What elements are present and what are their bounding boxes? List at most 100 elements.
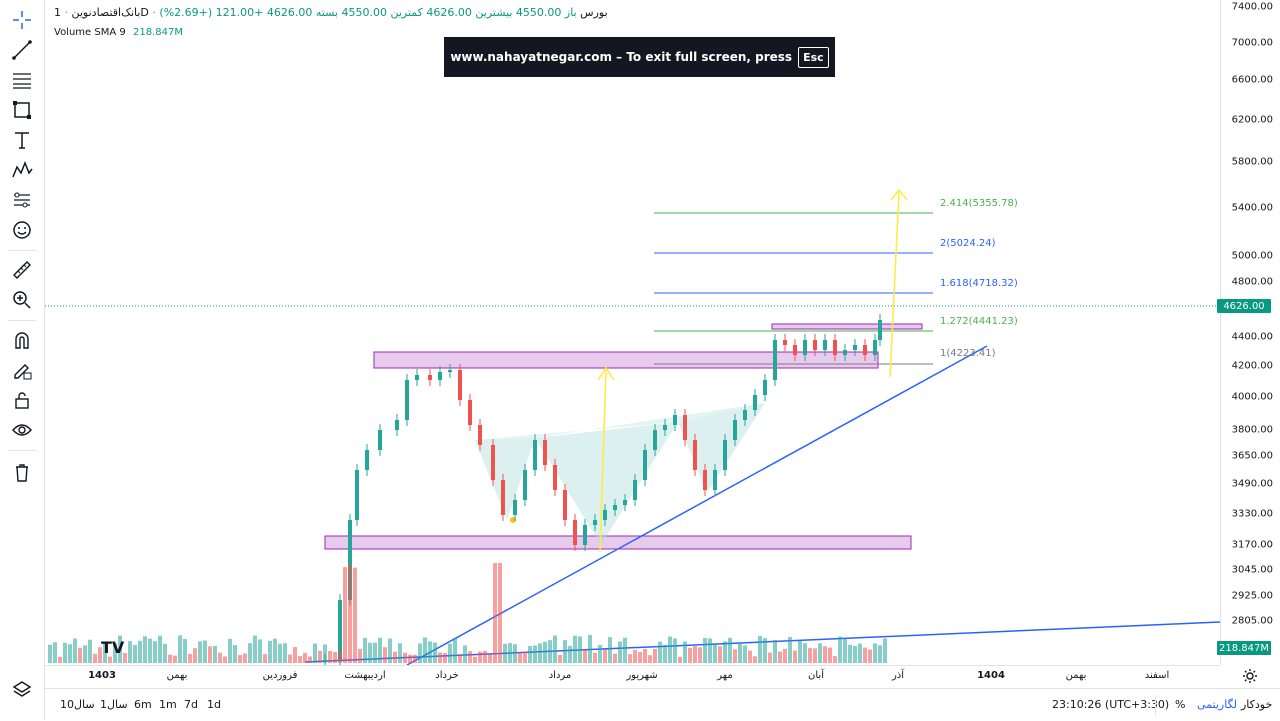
clock-timezone[interactable]: 23:10:26 (UTC+3:30) bbox=[1052, 698, 1170, 711]
volume-bar bbox=[273, 638, 277, 663]
chart-pane[interactable]: TV bbox=[45, 0, 1220, 665]
volume-bar bbox=[763, 638, 767, 663]
candle-body bbox=[573, 520, 577, 545]
volume-bar bbox=[183, 638, 187, 663]
zoom-in-icon[interactable] bbox=[8, 286, 36, 314]
volume-bar bbox=[283, 643, 287, 663]
ruler-icon[interactable] bbox=[8, 256, 36, 284]
range-1y-button[interactable]: 1سال bbox=[100, 698, 128, 711]
volume-bar bbox=[448, 643, 452, 663]
volume-bar bbox=[553, 635, 557, 663]
price-tick: 2925.00 bbox=[1231, 590, 1273, 602]
candle-body bbox=[633, 480, 637, 500]
pattern-head bbox=[535, 422, 678, 545]
symbol-name[interactable]: بانک‌اقتصادنوین bbox=[71, 6, 141, 19]
pattern-tool-icon[interactable] bbox=[8, 156, 36, 184]
volume-bar bbox=[243, 653, 247, 663]
volume-legend[interactable]: Volume SMA 9 218.847M bbox=[54, 27, 183, 38]
volume-bar bbox=[523, 651, 527, 663]
volume-bar bbox=[598, 644, 602, 663]
volume-bar bbox=[323, 644, 327, 663]
range-7d-button[interactable]: 7d bbox=[184, 698, 198, 711]
layers-icon[interactable] bbox=[8, 676, 36, 704]
text-tool-icon[interactable] bbox=[8, 126, 36, 154]
magnet-icon[interactable] bbox=[8, 326, 36, 354]
time-tick: اسفند bbox=[1144, 670, 1170, 681]
candle-body bbox=[448, 370, 452, 372]
volume-bar bbox=[163, 643, 167, 663]
lock-icon[interactable] bbox=[8, 386, 36, 414]
candle-body bbox=[623, 500, 627, 505]
price-change: +121.00 (+2.69%) bbox=[159, 6, 264, 19]
candle-body bbox=[793, 345, 797, 355]
volume-bar bbox=[798, 640, 802, 663]
volume-bar bbox=[603, 649, 607, 663]
toolbar-divider bbox=[8, 320, 36, 321]
range-6m-button[interactable]: 6m bbox=[134, 698, 152, 711]
volume-bar bbox=[153, 641, 157, 663]
price-axis[interactable]: 7400.00 7000.00 6600.00 6200.00 5800.00 … bbox=[1217, 0, 1280, 665]
forecast-tool-icon[interactable] bbox=[8, 186, 36, 214]
candle-body bbox=[613, 505, 617, 510]
volume-bar bbox=[63, 642, 67, 663]
candle-body bbox=[438, 372, 442, 380]
volume-bar bbox=[338, 651, 342, 663]
rectangle-shape-icon[interactable] bbox=[8, 96, 36, 124]
candle-body bbox=[813, 340, 817, 350]
time-tick: فروردین bbox=[262, 670, 298, 681]
volume-bar bbox=[813, 648, 817, 663]
volume-bar bbox=[218, 652, 222, 663]
log-scale-toggle[interactable]: لگاریتمی bbox=[1197, 698, 1237, 711]
candle-body bbox=[543, 440, 547, 465]
smiley-icon[interactable] bbox=[8, 216, 36, 244]
candle-body bbox=[693, 440, 697, 470]
volume-bar bbox=[83, 645, 87, 663]
fib-retracement-icon[interactable] bbox=[8, 66, 36, 94]
candle-body bbox=[803, 340, 807, 355]
range-1d-button[interactable]: 1d bbox=[207, 698, 221, 711]
crosshair-icon[interactable] bbox=[8, 6, 36, 34]
time-tick: بهمن bbox=[1065, 670, 1087, 681]
volume-bar bbox=[378, 637, 382, 663]
volume-bar bbox=[668, 636, 672, 663]
volume-bar bbox=[113, 643, 117, 663]
volume-bar bbox=[428, 641, 432, 663]
volume-bar bbox=[743, 645, 747, 663]
volume-bar bbox=[663, 644, 667, 663]
candle-body bbox=[673, 415, 677, 425]
volume-bar bbox=[278, 643, 282, 663]
trend-line-icon[interactable] bbox=[8, 36, 36, 64]
time-tick: آبان bbox=[808, 670, 824, 681]
volume-bar bbox=[718, 646, 722, 663]
volume-bar bbox=[588, 635, 592, 663]
volume-value-label: 218.847M bbox=[1217, 641, 1271, 655]
candle-body bbox=[348, 520, 352, 600]
volume-bar bbox=[828, 647, 832, 663]
candle-body bbox=[878, 320, 882, 340]
volume-bar bbox=[488, 653, 492, 663]
volume-bar bbox=[308, 656, 312, 663]
chart-settings-gear-icon[interactable] bbox=[1242, 668, 1258, 688]
auto-scale-toggle[interactable]: خودکار bbox=[1241, 698, 1273, 711]
time-axis[interactable]: 1403 بهمن فروردین اردیبهشت خرداد مرداد ش… bbox=[45, 665, 1257, 686]
time-tick: 1404 bbox=[977, 670, 1005, 681]
range-10y-button[interactable]: 10سال bbox=[60, 698, 95, 711]
volume-bar bbox=[398, 643, 402, 663]
volume-bar bbox=[808, 648, 812, 663]
volume-bar bbox=[538, 643, 542, 663]
symbol-legend[interactable]: بانک‌اقتصادنوین · 1D · بورس باز 4550.00 … bbox=[54, 6, 608, 19]
candle-body bbox=[753, 395, 757, 410]
eye-icon[interactable] bbox=[8, 416, 36, 444]
volume-bar bbox=[803, 643, 807, 663]
volume-bar bbox=[818, 643, 822, 663]
candlestick-chart[interactable] bbox=[45, 0, 1220, 665]
price-tick: 5800.00 bbox=[1231, 156, 1273, 168]
price-tick: 3045.00 bbox=[1231, 564, 1273, 576]
volume-bar bbox=[883, 638, 887, 663]
percent-scale-toggle[interactable]: % bbox=[1175, 698, 1186, 711]
trash-icon[interactable] bbox=[8, 458, 36, 486]
volume-bar bbox=[503, 643, 507, 663]
lock-drawings-pencil-icon[interactable] bbox=[8, 356, 36, 384]
candle-body bbox=[743, 410, 747, 420]
range-1m-button[interactable]: 1m bbox=[159, 698, 177, 711]
